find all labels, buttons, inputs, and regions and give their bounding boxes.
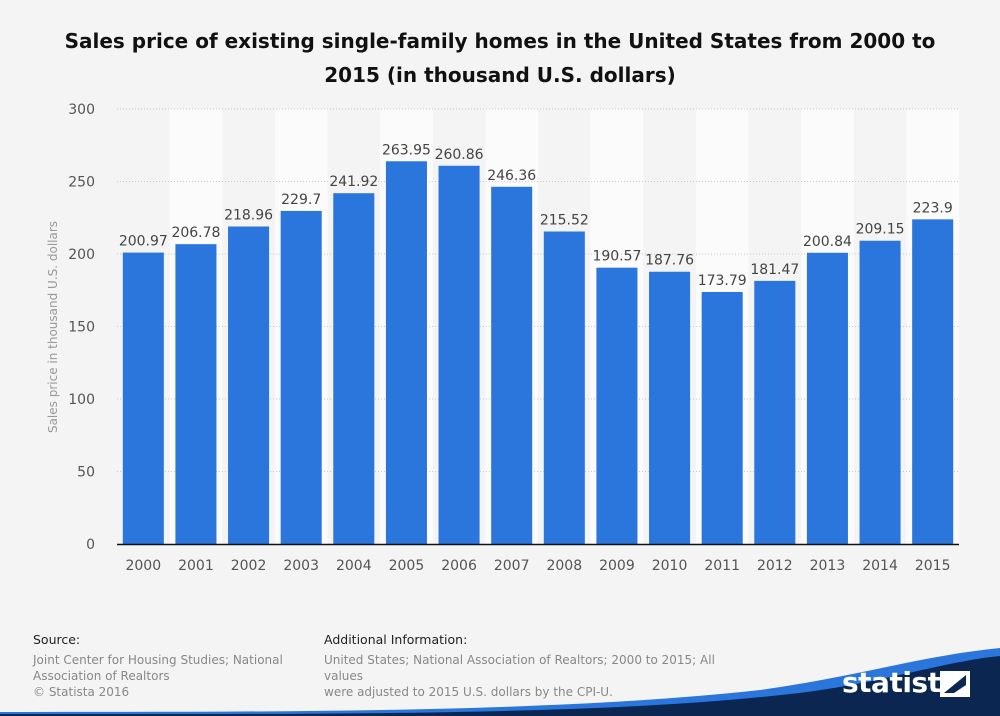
x-tick-label: 2013 xyxy=(810,558,846,574)
source-line-2: Association of Realtors xyxy=(33,669,170,683)
bar xyxy=(596,267,638,544)
source-block: Source: Joint Center for Housing Studies… xyxy=(33,632,283,700)
chart-title-line-2: 2015 (in thousand U.S. dollars) xyxy=(324,63,676,87)
bar xyxy=(438,165,480,545)
bars xyxy=(122,161,954,545)
value-label: 200.97 xyxy=(119,234,168,250)
bar xyxy=(806,252,848,545)
value-label: 206.78 xyxy=(171,225,220,241)
value-label: 223.9 xyxy=(913,200,953,216)
x-tick-label: 2009 xyxy=(599,558,635,574)
value-label: 173.79 xyxy=(698,273,747,289)
x-tick-label: 2015 xyxy=(915,558,951,574)
value-label: 246.36 xyxy=(487,168,536,184)
additional-info-block: Additional Information: United States; N… xyxy=(324,632,744,700)
x-tick-label: 2000 xyxy=(125,558,161,574)
bar xyxy=(385,161,427,544)
x-tick-label: 2010 xyxy=(652,558,688,574)
x-tick-label: 2003 xyxy=(283,558,319,574)
bar xyxy=(175,244,217,544)
x-tick-label: 2011 xyxy=(704,558,740,574)
y-axis: 0 50 100 150 200 250 300 xyxy=(68,102,95,553)
value-label: 200.84 xyxy=(803,234,852,250)
x-tick-label: 2005 xyxy=(389,558,425,574)
value-label: 181.47 xyxy=(750,262,799,278)
source-line-1: Joint Center for Housing Studies; Nation… xyxy=(33,653,283,667)
source-header: Source: xyxy=(33,632,81,647)
value-label: 260.86 xyxy=(435,147,484,163)
y-tick-label: 0 xyxy=(86,537,95,553)
bar xyxy=(280,210,322,544)
value-label: 215.52 xyxy=(540,212,589,228)
y-tick-label: 100 xyxy=(68,392,95,408)
y-tick-label: 300 xyxy=(68,102,95,118)
x-tick-label: 2004 xyxy=(336,558,372,574)
x-axis: 2000 2001 2002 2003 2004 2005 2006 2007 2008 2009… xyxy=(117,543,959,574)
x-tick-label: 2007 xyxy=(494,558,530,574)
x-tick-label: 2001 xyxy=(178,558,214,574)
value-label: 209.15 xyxy=(856,222,905,238)
additional-info-line-1: United States; National Association of R… xyxy=(324,653,715,683)
chart-title-line-1: Sales price of existing single-family ho… xyxy=(64,29,936,53)
gridlines xyxy=(117,108,959,472)
additional-info-line-2: were adjusted to 2015 U.S. dollars by th… xyxy=(324,685,613,699)
bar xyxy=(754,280,796,544)
y-tick-label: 50 xyxy=(77,465,95,481)
additional-info-header: Additional Information: xyxy=(324,632,468,647)
value-label: 218.96 xyxy=(224,208,273,224)
value-label: 190.57 xyxy=(592,249,641,265)
statista-logo-icon xyxy=(940,671,970,697)
bar xyxy=(333,193,375,544)
bar xyxy=(701,292,743,544)
value-label: 187.76 xyxy=(645,253,694,269)
x-tick-label: 2014 xyxy=(862,558,898,574)
bar xyxy=(912,219,954,544)
bar xyxy=(491,186,533,544)
y-tick-label: 200 xyxy=(68,247,95,263)
bar xyxy=(122,252,164,544)
chart-title: Sales price of existing single-family ho… xyxy=(40,24,960,92)
x-tick-label: 2008 xyxy=(546,558,582,574)
x-tick-label: 2012 xyxy=(757,558,793,574)
y-tick-label: 150 xyxy=(68,320,95,336)
source-line-3: © Statista 2016 xyxy=(33,685,130,699)
x-tick-label: 2002 xyxy=(231,558,267,574)
bar xyxy=(543,231,585,544)
bar xyxy=(649,271,691,544)
bar xyxy=(228,226,270,544)
y-tick-label: 250 xyxy=(68,175,95,191)
x-tick-label: 2006 xyxy=(441,558,477,574)
value-label: 263.95 xyxy=(382,142,431,158)
y-axis-label: Sales price in thousand U.S. dollars xyxy=(46,221,60,433)
bar xyxy=(859,240,901,545)
statista-logo: statista xyxy=(842,666,959,699)
value-label: 241.92 xyxy=(329,174,378,190)
value-label: 229.7 xyxy=(281,192,321,208)
